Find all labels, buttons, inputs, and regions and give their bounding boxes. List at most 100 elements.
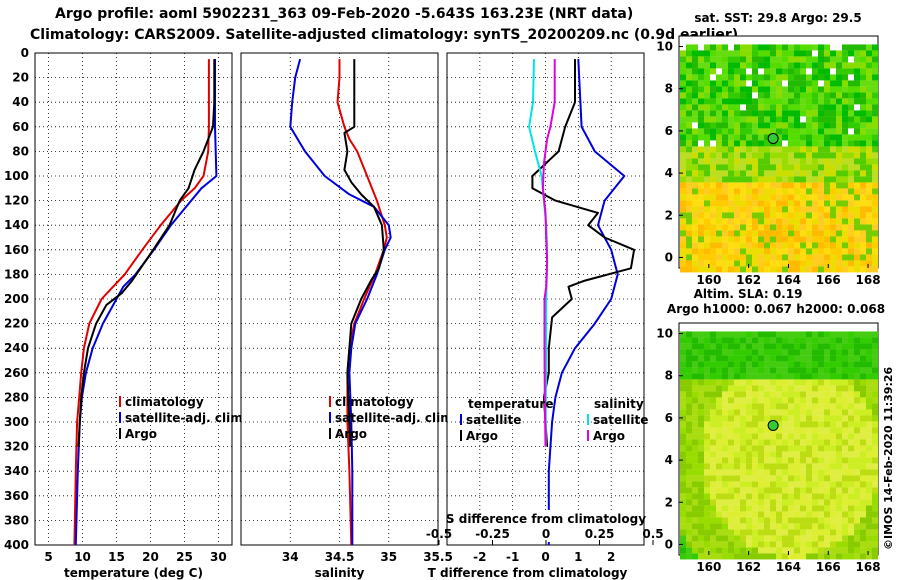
- map-cell: [812, 415, 818, 422]
- map-cell: [866, 194, 872, 201]
- map-cell: [692, 529, 698, 536]
- map-cell: [770, 158, 776, 165]
- map-cell: [866, 451, 872, 458]
- map-cell: [830, 331, 836, 338]
- map-cell: [824, 152, 830, 159]
- map-cell: [752, 140, 758, 147]
- map-cell: [860, 517, 866, 524]
- map-cell: [752, 427, 758, 434]
- map-cell: [872, 439, 878, 446]
- map-cell: [716, 98, 722, 105]
- map-cell: [770, 343, 776, 350]
- map-cell: [710, 68, 716, 75]
- map-cell: [728, 146, 734, 153]
- map-cell: [794, 188, 800, 195]
- map-cell: [812, 248, 818, 255]
- map-cell: [758, 218, 764, 225]
- legend-title-salinity: salinity: [594, 397, 644, 411]
- map-cell: [788, 152, 794, 159]
- map-cell: [758, 122, 764, 129]
- map-cell: [842, 349, 848, 356]
- map-cell: [860, 248, 866, 255]
- map-y-tick-label: 6: [665, 124, 673, 138]
- map-cell: [872, 517, 878, 524]
- y-tick-label: 280: [4, 390, 29, 404]
- map-cell: [728, 230, 734, 237]
- map-cell: [686, 248, 692, 255]
- map-cell: [770, 499, 776, 506]
- map-cell: [740, 242, 746, 249]
- map-cell: [782, 50, 788, 57]
- map-cell: [764, 158, 770, 165]
- map-cell: [740, 403, 746, 410]
- map-cell: [872, 164, 878, 171]
- map-cell: [710, 415, 716, 422]
- map-cell: [842, 517, 848, 524]
- map-cell: [734, 487, 740, 494]
- map-cell: [752, 397, 758, 404]
- map-cell: [872, 194, 878, 201]
- map-cell: [746, 212, 752, 219]
- map-cell: [842, 403, 848, 410]
- map-cell: [806, 529, 812, 536]
- map-cell: [710, 475, 716, 482]
- map-cell: [842, 409, 848, 416]
- map-cell: [800, 206, 806, 213]
- map-cell: [788, 337, 794, 344]
- map-cell: [824, 254, 830, 261]
- map-cell: [758, 158, 764, 165]
- map-cell: [698, 547, 704, 554]
- map-cell: [848, 254, 854, 261]
- map-cell: [788, 254, 794, 261]
- map-cell: [728, 116, 734, 123]
- map-cell: [704, 242, 710, 249]
- map-cell: [764, 56, 770, 63]
- map-cell: [722, 92, 728, 99]
- map-cell: [764, 367, 770, 374]
- map-cell: [836, 493, 842, 500]
- map-cell: [806, 535, 812, 542]
- map-cell: [716, 56, 722, 63]
- map-cell: [800, 128, 806, 135]
- map-cell: [746, 457, 752, 464]
- map-cell: [722, 230, 728, 237]
- map-cell: [818, 385, 824, 392]
- map-cell: [686, 200, 692, 207]
- map-x-tick-label: 162: [736, 273, 761, 287]
- map-cell: [710, 343, 716, 350]
- map-cell: [830, 349, 836, 356]
- map-cell: [704, 337, 710, 344]
- map-cell: [764, 248, 770, 255]
- map-cell: [716, 158, 722, 165]
- map-cell: [740, 469, 746, 476]
- map-cell: [842, 56, 848, 63]
- map-cell: [806, 206, 812, 213]
- y-tick-label: 320: [4, 440, 29, 454]
- map-cell: [728, 397, 734, 404]
- map-cell: [704, 547, 710, 554]
- map-cell: [686, 331, 692, 338]
- map-cell: [794, 535, 800, 542]
- map-cell: [872, 158, 878, 165]
- map-cell: [740, 361, 746, 368]
- map-cell: [800, 463, 806, 470]
- map-cell: [788, 176, 794, 183]
- map-cell: [722, 337, 728, 344]
- map-cell: [746, 152, 752, 159]
- map-cell: [812, 403, 818, 410]
- map-cell: [704, 433, 710, 440]
- map-cell: [830, 56, 836, 63]
- map-cell: [872, 236, 878, 243]
- map-cell: [812, 92, 818, 99]
- map-cell: [752, 68, 758, 75]
- map-cell: [740, 331, 746, 338]
- map-cell: [770, 487, 776, 494]
- map-cell: [746, 128, 752, 135]
- map-cell: [830, 158, 836, 165]
- map-cell: [866, 409, 872, 416]
- map-cell: [752, 469, 758, 476]
- map-cell: [764, 80, 770, 87]
- map-cell: [860, 134, 866, 141]
- map-cell: [758, 409, 764, 416]
- map-cell: [830, 242, 836, 249]
